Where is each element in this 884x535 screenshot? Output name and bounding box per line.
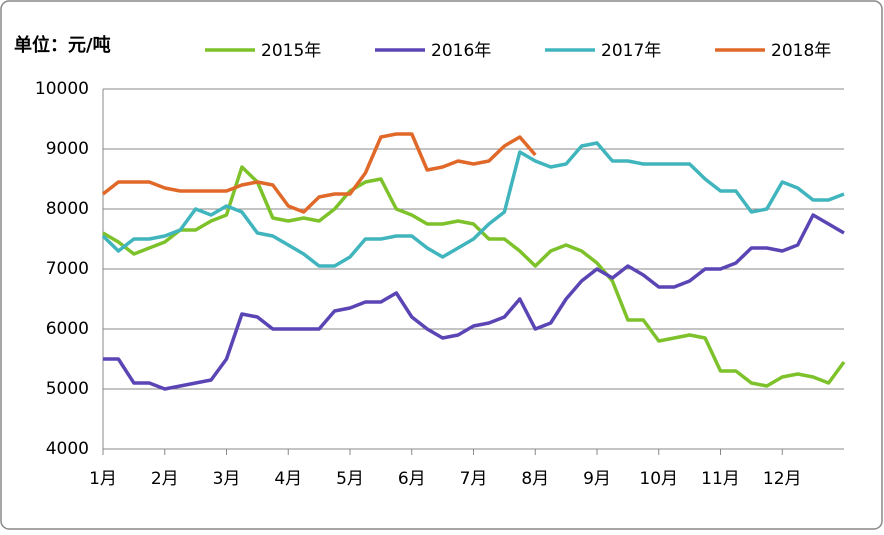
y-tick-label: 4000: [46, 439, 89, 459]
y-tick-label: 9000: [46, 139, 89, 159]
legend-label: 2015年: [261, 41, 321, 61]
series-line: [103, 213, 845, 391]
legend-label: 2018年: [771, 41, 831, 61]
legend-label: 2017年: [601, 41, 661, 61]
x-tick-label: 8月: [521, 469, 549, 489]
y-tick-label: 5000: [46, 379, 89, 399]
x-tick-label: 3月: [213, 469, 241, 489]
x-tick-label: 2月: [151, 469, 179, 489]
y-tick-label: 7000: [46, 259, 89, 279]
legend-label: 2016年: [431, 41, 491, 61]
x-tick-label: 1月: [89, 469, 117, 489]
y-tick-label: 6000: [46, 319, 89, 339]
x-tick-label: 6月: [398, 469, 426, 489]
x-tick-label: 7月: [460, 469, 488, 489]
x-tick-label: 9月: [583, 469, 611, 489]
x-tick-label: 5月: [336, 469, 364, 489]
x-tick-label: 11月: [701, 469, 740, 489]
unit-label: 单位：元/吨: [14, 34, 111, 56]
x-tick-label: 4月: [274, 469, 302, 489]
x-tick-label: 12月: [763, 469, 802, 489]
y-tick-label: 10000: [35, 79, 89, 99]
series-line: [102, 165, 846, 388]
series-line: [101, 132, 537, 214]
series-line: [101, 141, 845, 268]
x-tick-label: 10月: [639, 469, 678, 489]
y-tick-label: 8000: [46, 199, 89, 219]
